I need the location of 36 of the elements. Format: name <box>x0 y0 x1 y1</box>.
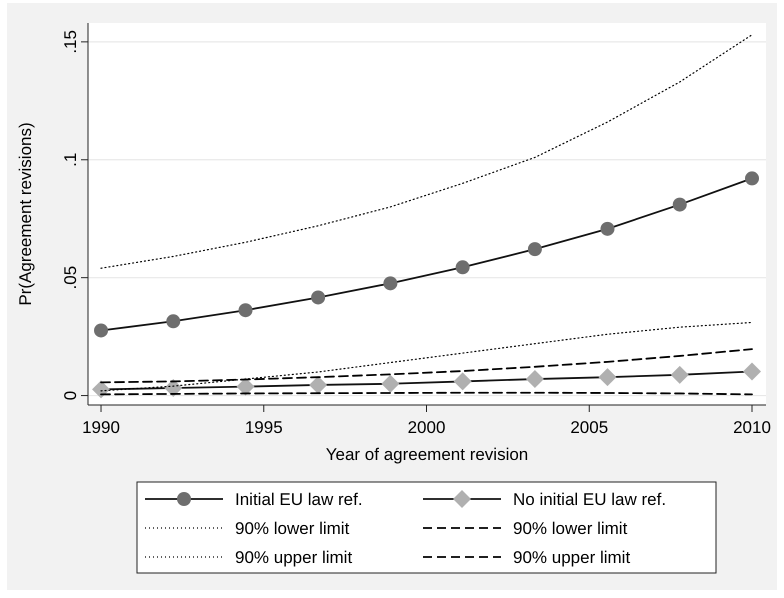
y-tick-label: .15 <box>61 30 80 54</box>
point <box>670 366 689 384</box>
x-tick-label: 1990 <box>82 418 120 437</box>
point <box>238 303 253 318</box>
point <box>598 368 616 386</box>
point <box>383 276 398 290</box>
y-axis-title: Pr(Agreement revisions) <box>16 122 35 306</box>
y-tick-label: .1 <box>61 152 80 167</box>
point <box>526 370 544 388</box>
point <box>743 362 762 381</box>
point <box>745 171 760 186</box>
point <box>456 260 470 274</box>
legend-label: Initial EU law ref. <box>235 490 363 509</box>
legend-label: 90% upper limit <box>513 548 630 567</box>
legend-label: 90% upper limit <box>235 548 352 567</box>
x-tick-label: 2010 <box>733 418 771 437</box>
point <box>600 222 614 236</box>
x-axis-title: Year of agreement revision <box>326 445 528 464</box>
point <box>309 376 328 394</box>
legend-label: 90% lower limit <box>513 519 628 538</box>
x-tick-label: 2005 <box>570 418 608 437</box>
line-series <box>100 34 753 269</box>
y-tick-label: 0 <box>61 390 80 400</box>
point <box>311 290 326 304</box>
y-tick-label: .05 <box>61 266 80 290</box>
point <box>94 323 108 338</box>
x-tick-label: 1995 <box>244 418 283 437</box>
point <box>454 372 472 390</box>
point <box>236 378 255 396</box>
point <box>528 242 542 256</box>
point <box>672 198 687 212</box>
legend-label: 90% lower limit <box>235 519 350 538</box>
x-tick-label: 2000 <box>408 418 446 437</box>
legend-label: No initial EU law ref. <box>513 490 666 509</box>
point <box>381 374 400 393</box>
point <box>166 314 180 328</box>
